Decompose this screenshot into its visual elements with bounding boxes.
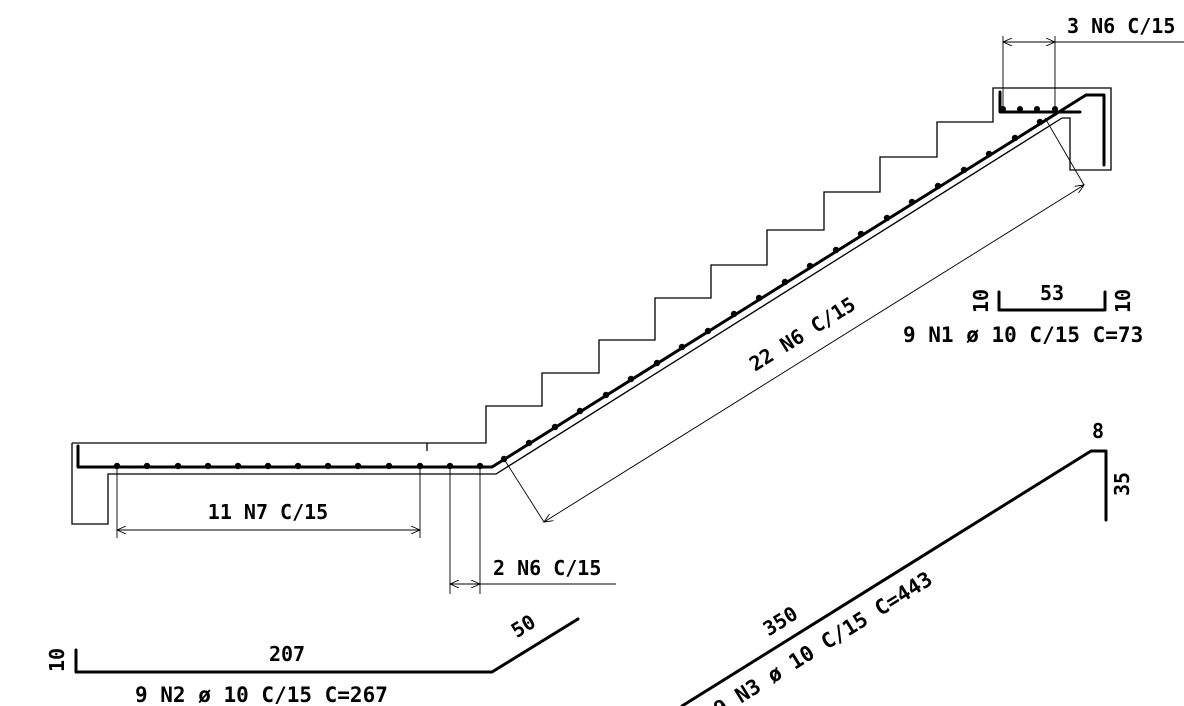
bar-n3-section xyxy=(1084,93,1106,167)
n2-leg: 10 xyxy=(45,648,69,672)
n1-right-leg: 10 xyxy=(1111,289,1135,313)
distribution-bar-dots xyxy=(113,106,1058,470)
n2-slope-length: 50 xyxy=(507,610,540,643)
label-inclined-bars: 22 N6 C/15 xyxy=(745,292,860,376)
n1-caption: 9 N1 ø 10 C/15 C=73 xyxy=(903,323,1143,347)
n1-top-length: 53 xyxy=(1040,281,1064,305)
n3-hook-top: 8 xyxy=(1092,419,1104,443)
bar-shape-n3: 8 35 350 9 N3 ø 10 C/15 C=443 xyxy=(680,419,1134,706)
label-corner-bars: 2 N6 C/15 xyxy=(493,556,601,580)
bar-n1-section xyxy=(998,90,1082,114)
bar-shape-n2: 10 207 50 9 N2 ø 10 C/15 C=267 xyxy=(45,610,580,706)
n2-caption: 9 N2 ø 10 C/15 C=267 xyxy=(135,683,388,706)
dimension-bottom-bars: 11 N7 C/15 xyxy=(117,468,420,538)
dimension-corner-bars: 2 N6 C/15 xyxy=(450,468,616,594)
n2-top-length: 207 xyxy=(269,642,305,666)
n3-hook-leg: 35 xyxy=(1110,472,1134,496)
section-rebars xyxy=(76,90,1106,469)
dimension-inclined-bars: 22 N6 C/15 xyxy=(503,117,1084,522)
dimension-top-bars: 3 N6 C/15 xyxy=(1003,14,1184,110)
concrete-outline xyxy=(71,87,1112,525)
label-bottom-bars: 11 N7 C/15 xyxy=(208,500,328,524)
bar-shape-n1: 53 10 10 9 N1 ø 10 C/15 C=73 xyxy=(903,281,1143,347)
n3-caption: 9 N3 ø 10 C/15 C=443 xyxy=(709,567,936,706)
n1-left-leg: 10 xyxy=(969,289,993,313)
label-top-bars: 3 N6 C/15 xyxy=(1067,14,1175,38)
